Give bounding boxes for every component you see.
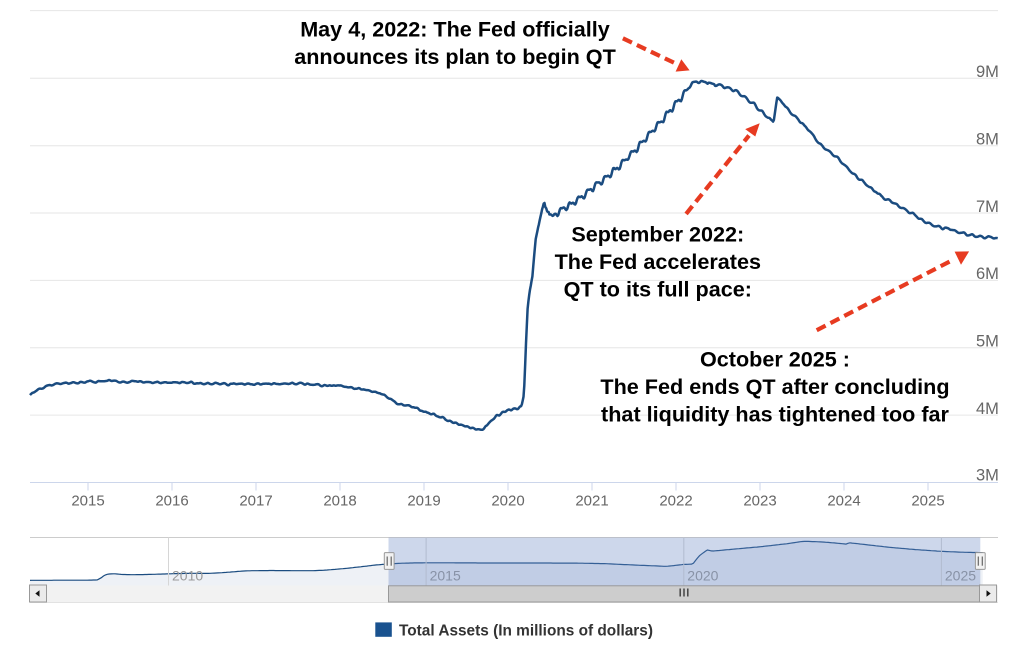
svg-text:The Fed ends QT after concludi: The Fed ends QT after concluding (600, 374, 949, 399)
svg-text:September 2022:: September 2022: (571, 221, 744, 246)
svg-text:6M: 6M (976, 265, 999, 283)
svg-text:2015: 2015 (71, 493, 104, 510)
svg-text:2015: 2015 (430, 568, 461, 584)
svg-text:8M: 8M (976, 131, 999, 149)
svg-text:4M: 4M (976, 400, 999, 418)
svg-text:5M: 5M (976, 333, 999, 351)
svg-text:The Fed accelerates: The Fed accelerates (555, 249, 761, 274)
svg-text:2017: 2017 (239, 493, 272, 510)
svg-text:2019: 2019 (407, 493, 440, 510)
svg-text:9M: 9M (976, 63, 999, 81)
svg-text:that liquidity has tightened t: that liquidity has tightened too far (601, 401, 949, 426)
svg-text:2018: 2018 (323, 493, 356, 510)
svg-text:2020: 2020 (687, 568, 718, 584)
svg-text:2023: 2023 (743, 493, 776, 510)
svg-text:7M: 7M (976, 198, 999, 216)
svg-text:2021: 2021 (575, 493, 608, 510)
svg-text:2024: 2024 (827, 493, 860, 510)
svg-text:2022: 2022 (659, 493, 692, 510)
svg-text:2020: 2020 (491, 493, 524, 510)
svg-text:QT to its full pace:: QT to its full pace: (564, 277, 752, 302)
svg-text:Total Assets (In millions of d: Total Assets (In millions of dollars) (399, 623, 653, 640)
svg-text:2010: 2010 (172, 568, 203, 584)
svg-text:May 4, 2022: The Fed officiall: May 4, 2022: The Fed officially (300, 17, 610, 42)
svg-text:2016: 2016 (155, 493, 188, 510)
svg-text:announces its plan to begin QT: announces its plan to begin QT (294, 44, 616, 69)
svg-text:3M: 3M (976, 466, 999, 484)
svg-text:October 2025 :: October 2025 : (700, 347, 850, 372)
svg-text:2025: 2025 (911, 493, 944, 510)
svg-text:2025: 2025 (945, 568, 976, 584)
